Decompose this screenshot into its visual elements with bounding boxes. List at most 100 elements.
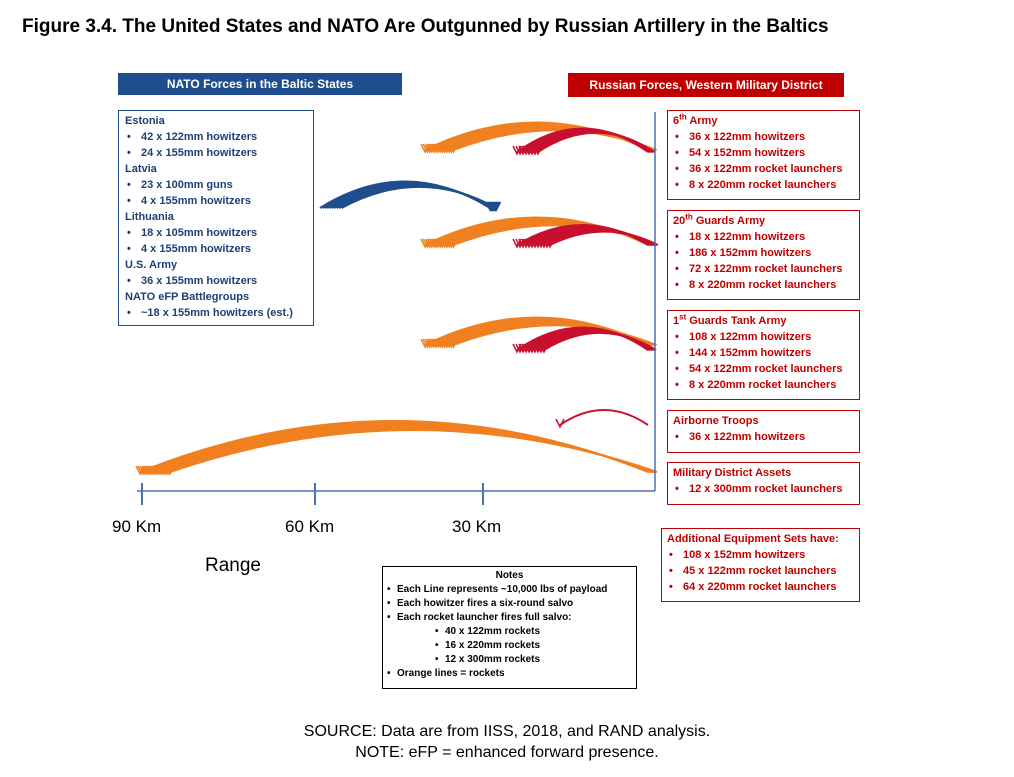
airborne-troops-box: Airborne Troops • 36 x 122mm howitzers [667, 410, 860, 453]
rocket-arrowhead [424, 238, 435, 249]
rocket-arrowhead [440, 338, 450, 349]
howitzer-arrowhead [536, 343, 546, 354]
list-item: • 54 x 122mm rocket launchers [675, 363, 843, 375]
list-item: • 23 x 100mm guns [127, 179, 233, 191]
rocket-arrowhead [433, 238, 443, 249]
rocket-arrowhead [422, 143, 432, 154]
rocket-arrowhead [161, 465, 171, 476]
rocket-arrowhead [435, 143, 446, 154]
rocket-arrowhead [444, 143, 454, 154]
note-item: • Each howitzer fires a six-round salvo [387, 598, 574, 609]
howitzer-arrowhead [539, 343, 549, 354]
twentieth-guards-army-heading: 20th Guards Army [673, 212, 766, 227]
howitzer-arrowhead [545, 238, 555, 249]
list-item: • 72 x 122mm rocket launchers [675, 263, 843, 275]
howitzer-arc [549, 230, 659, 246]
efp-heading: NATO eFP Battlegroups [125, 291, 250, 303]
rocket-arrowhead [446, 143, 457, 154]
rocket-arrowhead [444, 238, 454, 249]
nato-arrowhead [491, 201, 502, 212]
rocket-arrowhead [424, 338, 435, 349]
list-item: • 36 x 122mm rocket launchers [675, 163, 843, 175]
list-item: • 18 x 105mm howitzers [127, 227, 258, 239]
rocket-arrowhead [426, 143, 437, 154]
list-item: • 36 x 122mm howitzers [675, 131, 806, 143]
estonia-heading: Estonia [125, 115, 165, 127]
note-item: • Each Line represents ~10,000 lbs of pay… [387, 584, 608, 595]
howitzer-arc [537, 131, 655, 153]
howitzer-arrowhead [530, 145, 540, 156]
rocket-arrowhead [431, 143, 441, 154]
list-item: • 54 x 152mm howitzers [675, 147, 806, 159]
axis-tick-label-60: 60 Km [285, 517, 335, 536]
rocket-arrowhead [420, 238, 430, 249]
rocket-arrowhead [429, 238, 439, 249]
rocket-arrowhead [442, 238, 452, 249]
list-item: • 8 x 220mm rocket launchers [675, 279, 837, 291]
note-item: • Each rocket launcher fires full salvo: [387, 612, 572, 623]
military-district-assets-box: Military District Assets • 12 x 300mm roc… [667, 462, 860, 505]
rocket-arrowhead [165, 465, 175, 476]
list-item: • 18 x 122mm howitzers [675, 231, 806, 243]
rocket-arrowhead [442, 143, 452, 154]
list-item: • 8 x 220mm rocket launchers [675, 179, 837, 191]
rocket-arrowhead [431, 338, 441, 349]
list-item: • 108 x 122mm howitzers [675, 331, 812, 343]
additional-equipment-heading: Additional Equipment Sets have: [667, 533, 839, 545]
source-text: SOURCE: Data are from IISS, 2018, and RA… [303, 723, 711, 740]
note-subitem: • 12 x 300mm rockets [435, 654, 541, 665]
rocket-arrowhead [442, 338, 452, 349]
rocket-arrowhead [433, 338, 443, 349]
note-text: NOTE: eFP = enhanced forward presence. [355, 744, 659, 761]
twentieth-guards-army-box: 20th Guards Army • 18 x 122mm howitzers •… [667, 210, 860, 300]
rocket-arrowhead [437, 238, 448, 249]
axis-tick-label-90: 90 Km [112, 517, 162, 536]
rocket-arrowhead [446, 238, 457, 249]
rocket-arrowhead [420, 338, 430, 349]
nato-forces-box: Estonia • 42 x 122mm howitzers • 24 x 155m… [118, 110, 314, 326]
first-guards-tank-army-heading: 1st Guards Tank Army [673, 312, 787, 327]
list-item: • 8 x 220mm rocket launchers [675, 379, 837, 391]
rocket-arrowhead [437, 338, 448, 349]
axis-tick-label-30: 30 Km [452, 517, 502, 536]
howitzer-arrowhead [542, 238, 552, 249]
rocket-arc [169, 429, 658, 473]
list-item: • 108 x 152mm howitzers [669, 549, 806, 561]
rocket-arrowhead [440, 238, 450, 249]
rocket-arrowhead [163, 465, 173, 476]
rocket-arrowhead [426, 338, 437, 349]
list-item: • 4 x 155mm howitzers [127, 195, 252, 207]
note-item: • Orange lines = rockets [387, 668, 505, 679]
us-army-heading: U.S. Army [125, 259, 178, 271]
rocket-arrowhead [435, 338, 446, 349]
howitzer-arc [543, 331, 657, 351]
list-item: • 45 x 122mm rocket launchers [669, 565, 837, 577]
list-item: • 36 x 155mm howitzers [127, 275, 258, 287]
first-guards-tank-army-box: 1st Guards Tank Army • 108 x 122mm howitz… [667, 310, 860, 400]
sixth-army-box: 6th Army • 36 x 122mm howitzers • 54 x 152… [667, 110, 860, 200]
nato-arc [341, 185, 497, 209]
list-item: • 64 x 220mm rocket launchers [669, 581, 837, 593]
rocket-arrowhead [448, 238, 459, 249]
rocket-arrowhead [440, 143, 450, 154]
rocket-arrowhead [429, 143, 439, 154]
list-item: • 42 x 122mm howitzers [127, 131, 258, 143]
rocket-arc [453, 324, 657, 346]
figure-title: Figure 3.4. The United States and NATO A… [22, 16, 829, 37]
list-item: • 4 x 155mm howitzers [127, 243, 252, 255]
rocket-arrowhead [422, 338, 432, 349]
rocket-arrowhead [448, 338, 459, 349]
note-subitem: • 40 x 122mm rockets [435, 626, 541, 637]
rocket-arrowhead [437, 143, 448, 154]
rocket-arrowhead [426, 238, 437, 249]
list-item: • 12 x 300mm rocket launchers [675, 483, 843, 495]
list-item: • 24 x 155mm howitzers [127, 147, 258, 159]
range-label: Range [205, 555, 261, 576]
notes-box: Notes • Each Line represents ~10,000 lbs … [382, 566, 637, 689]
arc-layer [135, 121, 659, 476]
rocket-arrowhead [448, 143, 459, 154]
airborne-troops-heading: Airborne Troops [673, 415, 759, 427]
howitzer-arc [559, 409, 649, 426]
military-district-assets-heading: Military District Assets [673, 467, 792, 479]
